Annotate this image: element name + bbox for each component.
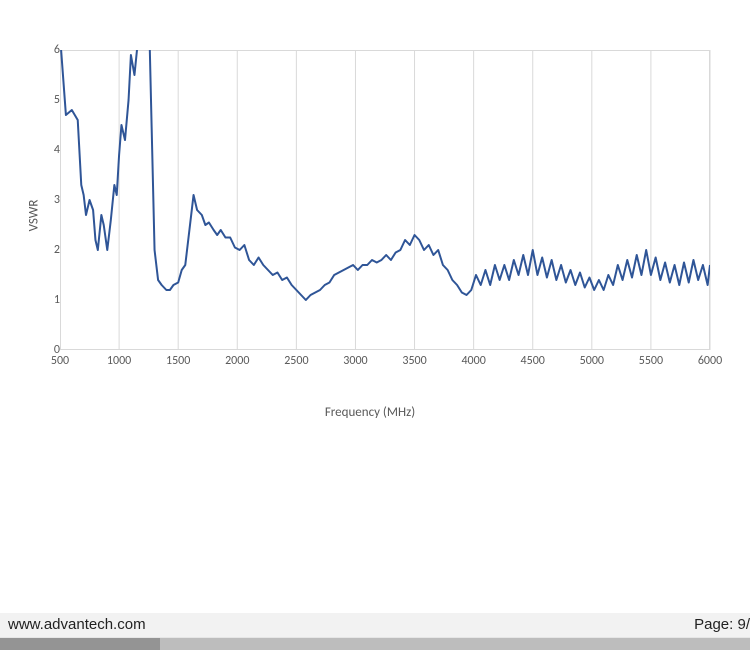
x-tick-label: 1500 <box>166 354 190 368</box>
x-tick-label: 2000 <box>225 354 249 368</box>
vswr-chart: VSWR Frequency (MHz) 5001000150020002500… <box>30 50 710 380</box>
x-tick-label: 5000 <box>580 354 604 368</box>
plot-area <box>60 50 710 350</box>
y-tick-label: 3 <box>36 193 60 207</box>
footer-page: Page: 9/ <box>694 613 750 637</box>
x-axis-label: Frequency (MHz) <box>30 405 710 420</box>
x-tick-label: 4500 <box>521 354 545 368</box>
y-tick-label: 2 <box>36 243 60 257</box>
x-tick-label: 1000 <box>107 354 131 368</box>
x-tick-label: 4000 <box>461 354 485 368</box>
x-tick-label: 3000 <box>343 354 367 368</box>
x-tick-label: 3500 <box>402 354 426 368</box>
y-tick-label: 0 <box>36 343 60 357</box>
page-footer: www.advantech.com Page: 9/ <box>0 613 750 638</box>
y-tick-label: 5 <box>36 93 60 107</box>
x-tick-label: 5500 <box>639 354 663 368</box>
bottom-bar-segment <box>0 638 160 650</box>
y-tick-label: 4 <box>36 143 60 157</box>
x-tick-label: 2500 <box>284 354 308 368</box>
y-tick-label: 1 <box>36 293 60 307</box>
footer-url: www.advantech.com <box>8 613 146 637</box>
bottom-bar <box>0 638 750 650</box>
x-tick-label: 6000 <box>698 354 722 368</box>
y-tick-label: 6 <box>36 43 60 57</box>
